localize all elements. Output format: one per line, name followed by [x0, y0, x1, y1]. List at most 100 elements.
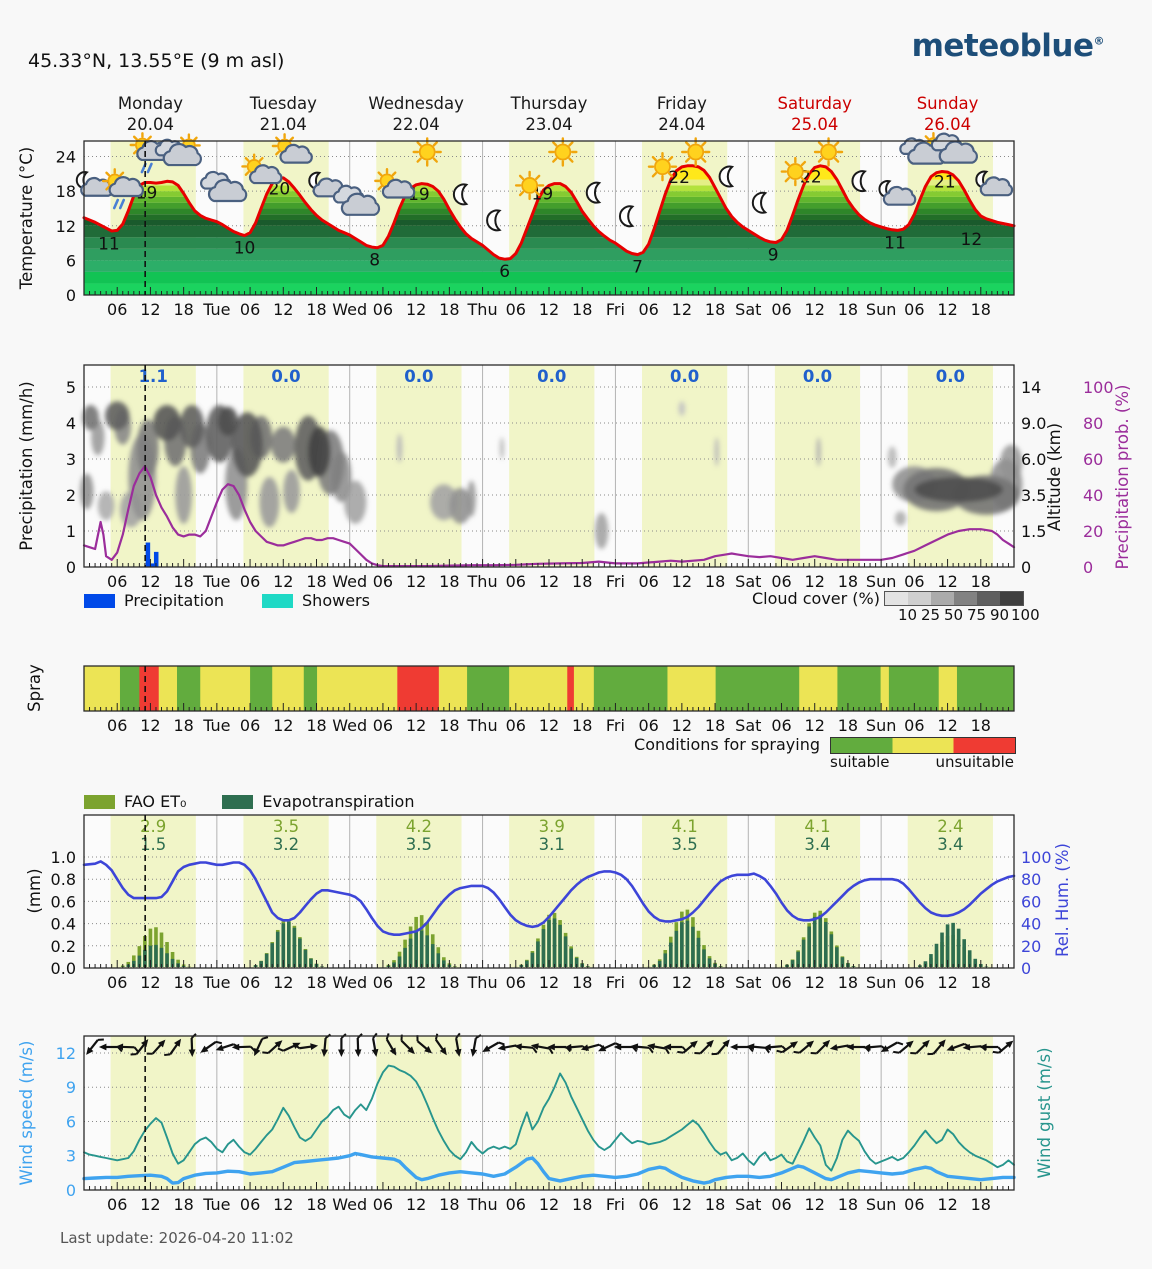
evapotranspiration-bar: [159, 947, 164, 967]
day-abbrev-label: Fri: [606, 1195, 625, 1214]
time-tick-label: 06: [638, 572, 658, 591]
time-tick-label: 18: [572, 300, 592, 319]
moon-icon: [452, 183, 469, 206]
evapotranspiration-bar: [530, 952, 535, 967]
time-tick-label: 06: [638, 973, 658, 992]
time-tick-label: 18: [705, 300, 725, 319]
day-abbrev-label: Fri: [606, 572, 625, 591]
spray-segment: [938, 666, 958, 711]
rh-tick: 40: [1021, 915, 1041, 934]
time-tick-label: 06: [904, 300, 924, 319]
time-tick-label: 06: [771, 1195, 791, 1214]
temp-low-label: 6: [499, 262, 510, 282]
time-tick-label: 06: [240, 300, 260, 319]
evapotranspiration-bar: [956, 928, 961, 967]
day-header-thursday[interactable]: Thursday 23.04: [510, 94, 588, 134]
evapotranspiration-bar: [292, 927, 297, 967]
cloud-cover-swatch-100: [1000, 592, 1023, 605]
day-header-saturday[interactable]: Saturday 25.04: [777, 94, 852, 134]
temp-low-label: 11: [884, 233, 906, 253]
time-tick-label: 12: [805, 300, 825, 319]
time-tick-label: 12: [406, 973, 426, 992]
time-tick-label: 18: [306, 716, 326, 735]
day-header-sunday[interactable]: Sunday 26.04: [916, 94, 979, 134]
time-tick-label: 12: [672, 572, 692, 591]
wind-direction-barb: [880, 1041, 904, 1052]
axes: 06 12 18 Tue 06 12 18 Wed 06 12 18 Thu 06 12 18 Fri 06 12…: [83, 140, 1015, 1214]
wind-direction-barb: [927, 1039, 946, 1056]
rh-tick: 20: [1021, 937, 1041, 956]
evap-daily-total: 1.5: [140, 835, 166, 854]
sun-icon: [412, 137, 442, 167]
spray-legend-gradient: [830, 737, 1016, 754]
cloud-cover-level-label: 90: [989, 606, 1010, 624]
spray-legend-suitable: suitable: [830, 753, 890, 771]
precip-tick: 5: [66, 378, 76, 397]
wind-panel: [82, 1032, 1016, 1185]
cloud-cover-swatch-25: [908, 592, 931, 605]
temp-low-label: 10: [234, 239, 256, 259]
time-tick-label: 06: [904, 572, 924, 591]
evapotranspiration-bar: [702, 949, 706, 967]
time-tick-label: 18: [173, 973, 193, 992]
daily-precip-total: 0.0: [670, 367, 699, 386]
gridlines: [84, 141, 1014, 1190]
spray-segment: [119, 666, 140, 711]
wind-direction-barb: [164, 1038, 182, 1057]
temp-low-label: 7: [632, 258, 643, 278]
et0-tick: 1.0: [51, 848, 76, 867]
time-tick-label: 18: [838, 716, 858, 735]
wind-speed-axis-label: Wind speed (m/s): [17, 1041, 36, 1186]
precip-tick: 0: [66, 558, 76, 577]
time-tick-label: 06: [506, 1195, 526, 1214]
altitude-tick: 14: [1021, 378, 1041, 397]
temperature-curve: [82, 164, 1016, 261]
showers-swatch: [262, 593, 294, 608]
daily-precip-total: 0.0: [936, 367, 965, 386]
wind-direction-barb: [810, 1039, 831, 1055]
time-tick-label: 12: [805, 716, 825, 735]
temp-tick: 12: [56, 217, 76, 236]
temp-high-label: 20: [269, 179, 291, 199]
evapotranspiration-bar: [691, 926, 695, 967]
et0-panel: 2.91.53.53.24.23.53.93.14.13.54.13.42.43…: [82, 817, 1016, 967]
time-tick-label: 06: [771, 572, 791, 591]
day-abbrev-label: Thu: [467, 973, 498, 992]
altitude-tick: 3.5: [1021, 486, 1046, 505]
day-header-wednesday[interactable]: Wednesday 22.04: [368, 94, 464, 134]
spray-segment: [84, 666, 121, 711]
spray-legend-unsuitable: unsuitable: [935, 753, 1015, 771]
meteoblue-logo[interactable]: meteoblue®: [911, 28, 1105, 64]
cloud-cover-level-label: 50: [943, 606, 964, 624]
time-tick-label: 18: [439, 973, 459, 992]
sun-icon: [548, 137, 578, 167]
evapotranspiration-bar: [170, 958, 175, 967]
time-tick-label: 18: [971, 1195, 991, 1214]
day-abbrev-label: Thu: [467, 572, 498, 591]
time-tick-label: 12: [406, 572, 426, 591]
cloud-cover-level-label: 10: [897, 606, 918, 624]
time-tick-label: 18: [971, 300, 991, 319]
spray-segment: [177, 666, 201, 711]
moon-cloud-icon: [975, 170, 1014, 197]
precipitation-legend: Precipitation Showers: [84, 591, 370, 610]
day-abbrev-label: Wed: [332, 716, 367, 735]
day-header-monday[interactable]: Monday 20.04: [117, 94, 183, 134]
wind-direction-barb: [434, 1033, 447, 1056]
evapotranspiration-bar: [281, 923, 286, 967]
day-header-tuesday[interactable]: Tuesday 21.04: [249, 94, 317, 134]
evapotranspiration-bar: [973, 958, 978, 967]
fao-daily-total: 2.4: [937, 817, 963, 836]
day-header-friday[interactable]: Friday 24.04: [656, 94, 707, 134]
time-tick-label: 06: [506, 973, 526, 992]
evapotranspiration-bar: [298, 938, 302, 967]
time-tick-label: 12: [140, 716, 160, 735]
time-tick-label: 18: [439, 716, 459, 735]
time-tick-label: 06: [904, 973, 924, 992]
day-abbrev-label: Sat: [735, 716, 761, 735]
cloud-cover-blobs: [80, 401, 1023, 549]
altitude-axis-label: Altitude (km): [1045, 423, 1064, 531]
day-abbrev-label: Sun: [866, 1195, 896, 1214]
wind-direction-barb: [946, 1042, 971, 1052]
time-tick-label: 18: [705, 973, 725, 992]
